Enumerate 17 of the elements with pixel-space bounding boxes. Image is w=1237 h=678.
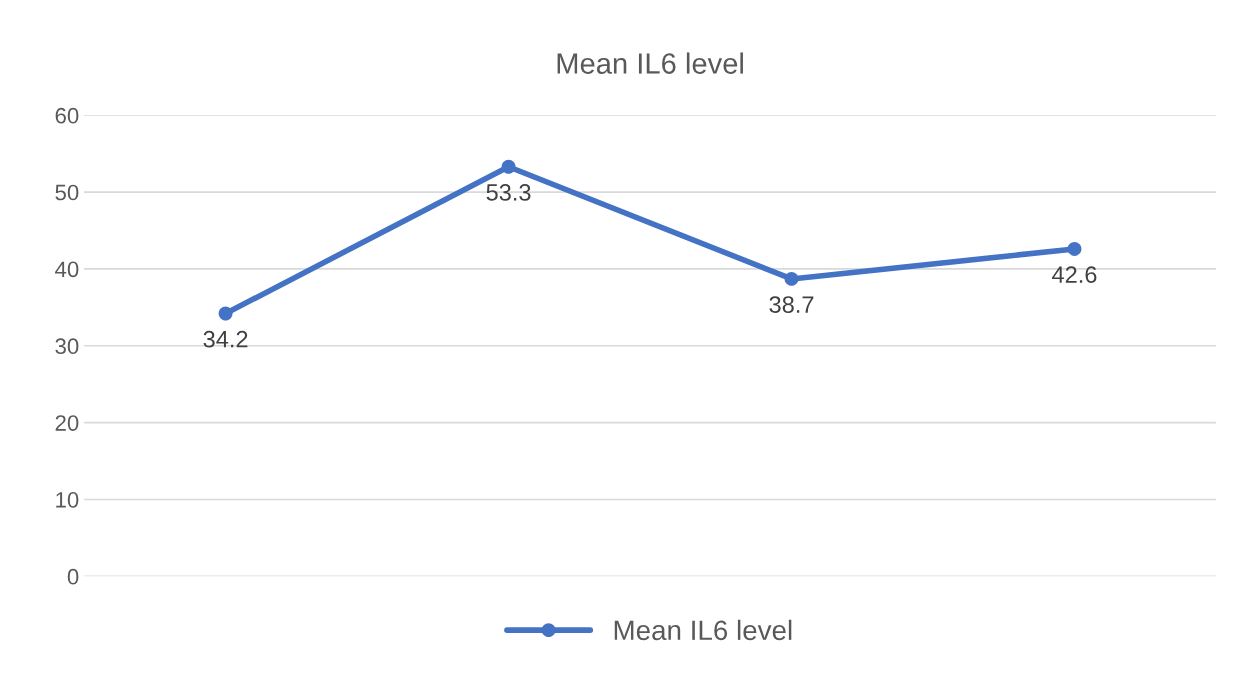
y-tick-label: 60	[55, 107, 79, 124]
data-label: 53.3	[486, 184, 531, 201]
y-tick-label: 40	[55, 261, 79, 278]
data-label: 38.7	[769, 296, 814, 313]
point	[501, 159, 516, 174]
y-tick-label: 50	[55, 184, 79, 201]
data-label: 42.6	[1052, 266, 1097, 283]
data-label: 34.2	[203, 330, 248, 348]
y-tick-label: 30	[55, 338, 79, 355]
legend-label: Mean IL6 level	[614, 619, 792, 641]
chart-title: Mean IL6 level	[557, 52, 743, 74]
y-tick-label: 0	[67, 568, 79, 585]
point	[218, 306, 233, 321]
y-tick-label: 20	[55, 415, 79, 431]
y-tick-label: 10	[56, 491, 79, 508]
point	[784, 271, 799, 286]
point	[1067, 242, 1082, 256]
